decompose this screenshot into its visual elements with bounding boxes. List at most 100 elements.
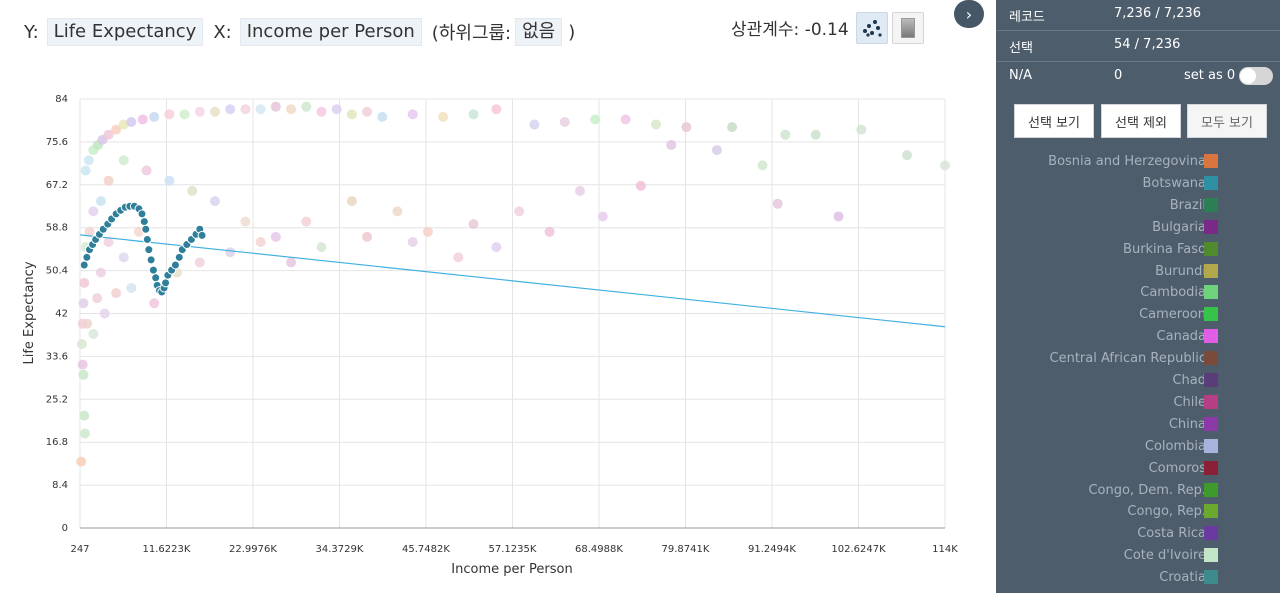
legend-swatch: [1204, 219, 1218, 234]
faded-point: [79, 410, 90, 421]
exclude-selection-button[interactable]: 선택 제외: [1101, 104, 1181, 138]
faded-point: [209, 106, 220, 117]
legend-item[interactable]: Cameroon: [996, 304, 1280, 326]
faded-point: [137, 114, 148, 125]
records-label: 레코드: [1009, 10, 1045, 25]
legend-item[interactable]: Canada: [996, 326, 1280, 348]
legend-item[interactable]: Botswana: [996, 173, 1280, 195]
legend-label: Cameroon: [1139, 307, 1206, 323]
show-selection-button[interactable]: 선택 보기: [1014, 104, 1094, 138]
faded-point: [118, 155, 129, 166]
y-tick-label: 58.8: [46, 223, 68, 234]
faded-point: [194, 106, 205, 117]
legend-item[interactable]: Congo, Dem. Rep.: [996, 480, 1280, 502]
faded-point: [772, 198, 783, 209]
faded-point: [940, 160, 950, 171]
faded-point: [225, 104, 236, 115]
correlation-coefficient: 상관계수: -0.14: [731, 20, 849, 40]
faded-point: [529, 119, 540, 130]
heatmap-view-button[interactable]: [892, 12, 924, 44]
records-row: 레코드 7,236 / 7,236: [996, 0, 1280, 31]
scatter-view-button[interactable]: [856, 12, 888, 44]
legend-item[interactable]: Cote d'Ivoire: [996, 545, 1280, 567]
faded-point: [407, 237, 418, 247]
legend-label: Croatia: [1159, 570, 1206, 586]
faded-point: [270, 231, 281, 242]
legend-item[interactable]: Brazil: [996, 195, 1280, 217]
panel-toggle-button[interactable]: ›: [954, 0, 984, 28]
faded-point: [179, 109, 190, 120]
faded-point: [711, 145, 722, 156]
selected-point: [151, 273, 161, 283]
faded-point: [76, 339, 87, 350]
legend-item[interactable]: Costa Rica: [996, 523, 1280, 545]
legend-label: Brazil: [1169, 197, 1206, 213]
faded-point: [164, 109, 175, 120]
legend-item[interactable]: Colombia: [996, 436, 1280, 458]
faded-point: [83, 155, 94, 166]
legend-item[interactable]: Burundi: [996, 261, 1280, 283]
legend-label: Costa Rica: [1137, 526, 1206, 542]
legend-item[interactable]: Chad: [996, 370, 1280, 392]
selected-points: [79, 201, 207, 297]
faded-point: [590, 114, 601, 125]
set-as-zero-toggle[interactable]: [1239, 67, 1273, 85]
y-tick-label: 33.6: [46, 351, 68, 362]
legend-item[interactable]: Croatia: [996, 567, 1280, 589]
faded-point: [77, 359, 88, 370]
faded-point: [194, 257, 205, 268]
x-tick-label: 247: [70, 544, 89, 555]
legend-label: Cambodia: [1140, 285, 1206, 301]
faded-point: [316, 106, 327, 117]
y-tick-label: 42: [55, 309, 68, 320]
y-axis-selector[interactable]: Life Expectancy: [46, 18, 204, 46]
faded-point: [856, 124, 867, 135]
subgroup-selector[interactable]: 없음: [515, 18, 563, 46]
legend-label: Burundi: [1155, 263, 1206, 279]
legend-item[interactable]: Cambodia: [996, 282, 1280, 304]
set-as-zero-label: set as 0: [1184, 68, 1236, 83]
legend-item[interactable]: Burkina Faso: [996, 239, 1280, 261]
y-axis-title: Life Expectancy: [22, 261, 37, 364]
faded-point: [407, 109, 418, 120]
legend-item[interactable]: China: [996, 414, 1280, 436]
selected-point: [142, 234, 152, 244]
faded-point: [103, 237, 114, 247]
legend-item[interactable]: Chile: [996, 392, 1280, 414]
faded-point: [79, 428, 90, 439]
legend-swatch: [1204, 548, 1218, 563]
legend-swatch: [1204, 504, 1218, 519]
legend-item[interactable]: Central African Republic: [996, 348, 1280, 370]
legend-item[interactable]: Comoros: [996, 458, 1280, 480]
legend-item[interactable]: Bulgaria: [996, 217, 1280, 239]
faded-point: [422, 226, 433, 237]
faded-point: [82, 318, 93, 329]
show-all-button[interactable]: 모두 보기: [1187, 104, 1267, 138]
selected-point: [161, 278, 171, 288]
faded-point: [209, 196, 220, 207]
x-axis-selector[interactable]: Income per Person: [239, 18, 422, 46]
legend-swatch: [1204, 197, 1218, 212]
faded-point: [491, 104, 502, 115]
selected-point: [170, 260, 180, 270]
faded-point: [597, 211, 608, 222]
legend-item[interactable]: Bosnia and Herzegovina: [996, 151, 1280, 173]
legend-swatch: [1204, 482, 1218, 497]
faded-point: [141, 165, 152, 176]
faded-point: [270, 101, 281, 112]
faded-points: [76, 101, 950, 467]
faded-point: [92, 293, 103, 304]
legend-item[interactable]: Congo, Rep.: [996, 501, 1280, 523]
faded-point: [99, 308, 110, 319]
faded-point: [514, 206, 525, 217]
x-tick-label: 45.7482K: [402, 544, 450, 555]
faded-point: [95, 267, 106, 278]
legend-swatch: [1204, 351, 1218, 366]
faded-point: [468, 219, 479, 230]
selection-value: 54 / 7,236: [1114, 37, 1181, 52]
trend-line: [79, 234, 946, 328]
legend-swatch: [1204, 373, 1218, 387]
faded-point: [757, 160, 768, 171]
faded-point: [901, 150, 912, 161]
faded-point: [377, 111, 388, 122]
